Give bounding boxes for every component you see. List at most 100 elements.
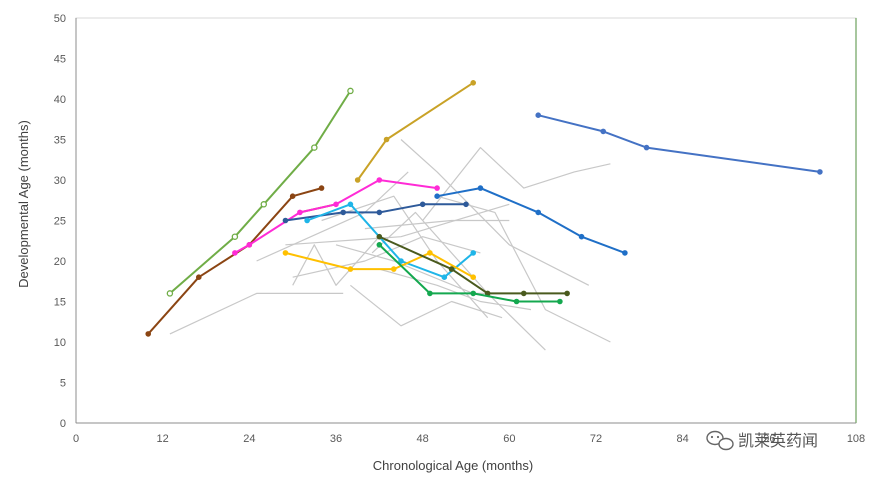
data-point: [427, 290, 433, 297]
data-point: [354, 177, 361, 183]
series-line: [400, 139, 590, 286]
x-tick-label: 48: [417, 433, 429, 445]
data-point: [535, 112, 542, 118]
data-point: [383, 136, 390, 143]
data-point: [470, 274, 477, 281]
y-tick-label: 35: [54, 135, 66, 147]
data-point: [195, 274, 202, 281]
data-point: [390, 266, 397, 272]
data-point: [340, 209, 347, 216]
data-point: [622, 250, 628, 256]
series-bg-6: [350, 284, 503, 327]
x-tick-label: 60: [503, 433, 515, 445]
series-line: [371, 211, 546, 351]
series-line: [364, 219, 510, 230]
series-yellow: [282, 250, 477, 281]
data-point: [347, 266, 354, 272]
data-point: [535, 209, 542, 216]
series-light-green: [166, 87, 354, 297]
data-point: [448, 266, 455, 272]
series-line: [285, 203, 510, 246]
y-tick-label: 45: [54, 54, 66, 66]
data-point: [441, 274, 448, 281]
y-axis-title: Developmental Age (months): [16, 120, 31, 288]
series-bg-4: [285, 203, 510, 246]
y-tick-label: 0: [60, 418, 66, 430]
data-point: [231, 233, 239, 240]
data-point: [513, 298, 520, 305]
series-bg-9: [422, 147, 611, 221]
y-tick-label: 25: [54, 216, 66, 228]
series-bg-1: [169, 292, 344, 335]
x-tick-label: 84: [677, 433, 689, 445]
series-blue-mid: [434, 185, 628, 256]
series-gold: [354, 80, 477, 183]
watermark-text: 凯莱英药闻: [738, 432, 818, 450]
wechat-icon: [706, 430, 734, 451]
y-tick-label: 5: [60, 378, 66, 390]
data-point: [304, 217, 310, 224]
series-bg-12: [379, 268, 532, 311]
x-tick-label: 24: [243, 433, 255, 445]
x-tick-label: 12: [157, 433, 169, 445]
series-magenta: [232, 177, 440, 256]
series-line: [169, 292, 344, 335]
series-line: [350, 284, 503, 327]
tick-layer: 0 5 10 15 20 25 30 35 40 45 50 0 12 24 36 48 60 72 84 96 108: [54, 13, 865, 445]
series-line: [321, 195, 489, 319]
x-axis-title: Chronological Age (months): [373, 458, 533, 473]
data-point: [470, 80, 477, 86]
data-point: [463, 201, 469, 208]
data-point: [289, 193, 296, 200]
series-line: [292, 236, 481, 278]
series-line: [537, 114, 821, 173]
data-point: [376, 209, 383, 216]
series-bg-3: [292, 236, 380, 286]
y-tick-label: 10: [54, 337, 66, 349]
series-line: [378, 235, 568, 295]
data-point: [434, 193, 440, 200]
data-point: [578, 233, 585, 240]
data-point: [434, 185, 440, 191]
watermark: 凯莱英药闻: [706, 430, 818, 451]
data-point: [347, 87, 354, 95]
series-line: [292, 236, 380, 286]
data-point: [318, 185, 325, 191]
data-point: [347, 201, 354, 208]
y-tick-label: 50: [54, 13, 66, 25]
series-brown: [145, 185, 325, 337]
data-point: [557, 298, 563, 305]
series-bg-13: [292, 236, 481, 278]
data-point: [232, 250, 238, 256]
series-green: [376, 242, 563, 305]
series-dark-olive: [376, 233, 570, 297]
x-tick-label: 0: [73, 433, 79, 445]
series-layer: [145, 80, 823, 351]
data-point: [297, 209, 303, 216]
series-bg-5: [321, 195, 489, 319]
series-steel-blue: [535, 112, 823, 175]
data-point: [564, 290, 570, 297]
series-bg-7: [371, 211, 546, 351]
data-point: [520, 290, 527, 297]
data-point: [477, 185, 484, 191]
series-line: [379, 268, 532, 311]
x-tick-label: 108: [847, 433, 865, 445]
data-point: [311, 144, 318, 151]
data-point: [376, 242, 383, 248]
series-bg-8: [400, 139, 590, 286]
y-tick-label: 30: [54, 175, 66, 187]
data-point: [376, 233, 383, 240]
series-bg-11: [364, 219, 510, 230]
data-point: [398, 258, 404, 264]
data-point: [166, 290, 174, 297]
data-point: [470, 290, 477, 297]
y-tick-label: 15: [54, 297, 66, 309]
data-point: [282, 250, 289, 256]
series-line: [422, 147, 611, 221]
data-point: [817, 169, 823, 175]
data-point: [427, 250, 433, 256]
data-point: [419, 201, 426, 208]
data-point: [282, 217, 289, 224]
series-line: [147, 187, 322, 335]
